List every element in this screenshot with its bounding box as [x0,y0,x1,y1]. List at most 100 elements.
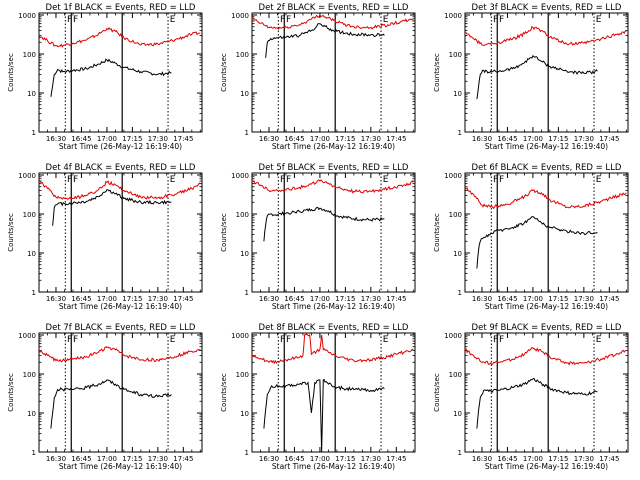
event-marker-label: E [170,335,176,345]
event-marker-label: E [170,175,176,185]
chart-title: Det 9f BLACK = Events, RED = LLD [472,323,622,333]
x-tick-label: 17:15 [122,135,142,143]
plot-frame [464,332,629,453]
x-tick-label: 16:45 [284,455,304,463]
x-tick-label: 17:00 [523,455,543,463]
y-tick-label: 1 [245,449,249,457]
chart-panel-8: Det 8f BLACK = Events, RED = LLD 1 10 100 10… [220,323,416,471]
event-marker-label: F [286,15,291,25]
y-axis-label: Counts/sec [7,53,15,92]
x-tick-label: 16:45 [71,455,91,463]
y-tick-label: 10 [240,250,249,258]
event-marker-label: F [493,335,498,345]
series-line-red [251,14,414,31]
y-tick-label: 100 [236,51,249,59]
x-tick-label: 16:30 [46,455,66,463]
event-marker-label: F [67,15,72,25]
x-tick-label: 16:30 [472,135,492,143]
x-tick-label: 17:00 [310,135,330,143]
y-tick-label: 1000 [231,332,249,340]
event-marker-label: F [280,175,285,185]
x-tick-label: 17:45 [173,455,193,463]
x-tick-label: 17:15 [335,455,355,463]
event-marker-label: F [499,175,504,185]
event-marker-label: F [67,175,72,185]
plot-frame [38,12,203,133]
y-tick-label: 1 [245,289,249,297]
x-axis-label: Start Time (26-May-12 16:19:40) [485,302,608,311]
x-tick-label: 17:00 [523,295,543,303]
chart-panel-3: Det 3f BLACK = Events, RED = LLD 1 10 100 10… [433,3,629,151]
x-tick-label: 17:30 [574,455,594,463]
chart-title: Det 4f BLACK = Events, RED = LLD [46,163,196,173]
x-tick-label: 16:30 [472,455,492,463]
series-line-red [38,27,201,48]
y-tick-label: 100 [23,371,36,379]
chart-title: Det 6f BLACK = Events, RED = LLD [472,163,622,173]
plot-frame [464,12,629,133]
series-line-black [476,216,598,269]
series-line-red [464,25,627,47]
plot-frame [38,332,203,453]
chart-title: Det 1f BLACK = Events, RED = LLD [46,3,196,13]
x-tick-label: 17:00 [310,455,330,463]
y-tick-label: 1 [458,449,462,457]
x-tick-label: 17:00 [97,295,117,303]
x-tick-label: 16:30 [46,135,66,143]
chart-panel-6: Det 6f BLACK = Events, RED = LLD 1 10 100 10… [433,163,629,311]
x-tick-label: 17:00 [97,135,117,143]
series-line-red [464,187,627,210]
chart-panel-5: Det 5f BLACK = Events, RED = LLD 1 10 100 10… [220,163,416,311]
x-axis-label: Start Time (26-May-12 16:19:40) [59,462,182,471]
series-line-red [38,346,201,363]
y-tick-label: 1000 [18,12,36,20]
x-tick-label: 16:30 [259,135,279,143]
event-marker-label: E [383,335,389,345]
y-tick-label: 1000 [18,172,36,180]
series-line-black [265,23,385,58]
chart-title: Det 8f BLACK = Events, RED = LLD [259,323,409,333]
y-tick-label: 10 [27,90,36,98]
x-tick-label: 17:15 [335,135,355,143]
y-tick-label: 1 [32,289,36,297]
event-marker-label: F [73,15,78,25]
chart-title: Det 5f BLACK = Events, RED = LLD [259,163,409,173]
x-tick-label: 17:00 [523,135,543,143]
x-tick-label: 16:45 [497,455,517,463]
series-line-red [251,179,414,194]
x-axis-label: Start Time (26-May-12 16:19:40) [59,302,182,311]
x-axis-label: Start Time (26-May-12 16:19:40) [485,142,608,151]
y-tick-label: 1000 [444,12,462,20]
x-tick-label: 17:30 [148,295,168,303]
x-tick-label: 17:15 [122,295,142,303]
event-marker-label: F [73,175,78,185]
x-tick-label: 17:45 [386,135,406,143]
x-tick-label: 17:30 [148,455,168,463]
x-tick-label: 17:45 [599,455,619,463]
plot-frame [251,12,416,133]
series-line-black [52,189,172,226]
y-tick-label: 1 [458,289,462,297]
y-axis-label: Counts/sec [7,373,15,412]
plot-frame [38,172,203,293]
x-tick-label: 17:00 [97,455,117,463]
x-tick-label: 17:15 [335,295,355,303]
event-marker-label: E [596,175,602,185]
chart-panel-9: Det 9f BLACK = Events, RED = LLD 1 10 100 10… [433,323,629,471]
event-marker-label: F [499,335,504,345]
event-marker-label: E [596,335,602,345]
y-tick-label: 10 [27,250,36,258]
x-tick-label: 16:30 [259,295,279,303]
y-tick-label: 100 [23,211,36,219]
x-tick-label: 16:30 [259,455,279,463]
series-line-black [50,58,172,97]
y-tick-label: 1 [32,129,36,137]
x-tick-label: 17:15 [122,455,142,463]
event-marker-label: E [170,15,176,25]
y-tick-label: 1000 [231,172,249,180]
chart-title: Det 3f BLACK = Events, RED = LLD [472,3,622,13]
y-tick-label: 1000 [444,172,462,180]
event-marker-label: F [280,15,285,25]
x-tick-label: 16:45 [497,295,517,303]
x-tick-label: 17:45 [173,295,193,303]
